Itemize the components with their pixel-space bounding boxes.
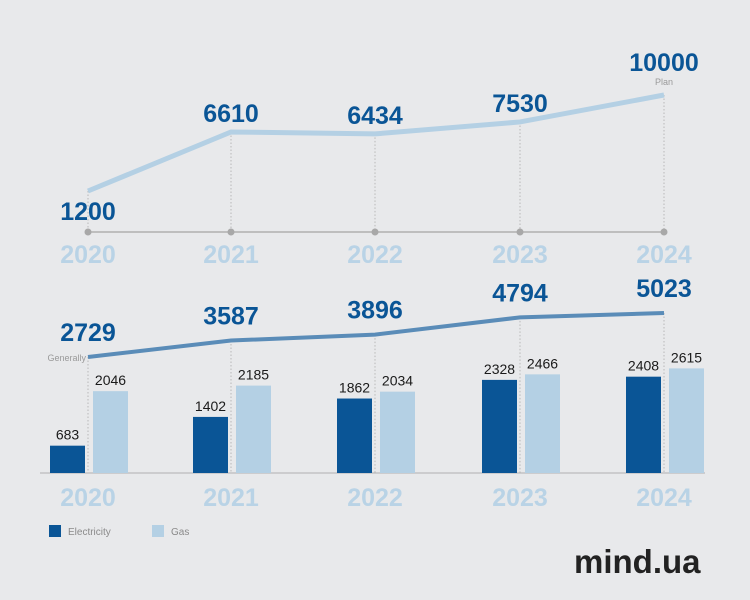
data-label: 7530 [492,90,548,118]
bar-gas [669,368,704,473]
total-label: 2729 [60,319,116,347]
bar-electricity [193,416,228,473]
bar-value-label: 2034 [382,373,413,389]
total-label: 5023 [636,275,692,303]
bar-gas [525,374,560,473]
data-label: 10000 [629,49,699,77]
bar-electricity [50,445,85,473]
top-line-chart: 2020 1200 2021 6610 2022 6434 2023 7530 2024 1000… [60,49,699,269]
legend-swatch-gas [152,525,164,537]
mind-ua-logo: mind.ua [574,543,701,580]
bar-value-label: 2328 [484,361,515,377]
bar-value-label: 1402 [195,398,226,414]
data-label: 6610 [203,100,259,128]
data-label: 6434 [347,102,403,130]
x-tick-label: 2022 [347,241,403,269]
total-label: 3587 [203,303,259,331]
bar-value-label: 1862 [339,380,370,396]
plan-annotation: Plan [655,77,673,87]
data-label: 1200 [60,198,116,226]
legend-swatch-electricity [49,525,61,537]
bar-gas [236,385,271,473]
axis-dot [371,228,379,236]
x-tick-label: 2021 [203,484,259,512]
bar-value-label: 2615 [671,349,702,365]
bar-value-label: 2185 [238,367,269,383]
axis-dot [516,228,524,236]
x-tick-label: 2023 [492,484,548,512]
bar-gas [93,391,128,473]
legend-label-electricity: Electricity [68,527,111,538]
bar-value-label: 2466 [527,355,558,371]
x-tick-label: 2023 [492,241,548,269]
x-tick-label: 2024 [636,484,692,512]
legend-label-gas: Gas [171,527,189,538]
legend: Electricity Gas [49,525,189,538]
series-line [87,92,665,194]
axis-dot [84,228,92,236]
bar-value-label: 683 [56,427,80,443]
bar-electricity [482,379,517,473]
x-tick-label: 2024 [636,241,692,269]
bar-electricity [337,398,372,473]
x-tick-label: 2020 [60,241,116,269]
axis-dot [227,228,235,236]
bottom-bar-chart: 683 2046 2020 2729 1402 2185 2021 3587 1862 2034 2… [40,275,705,512]
axis-dot [660,228,668,236]
bar-gas [380,391,415,473]
total-label: 3896 [347,297,403,325]
x-tick-label: 2022 [347,484,403,512]
x-tick-label: 2020 [60,484,116,512]
total-line [87,311,665,359]
bar-electricity [626,376,661,473]
total-label: 4794 [492,279,548,307]
bar-value-label: 2046 [95,372,126,388]
bar-value-label: 2408 [628,358,659,374]
x-tick-label: 2021 [203,241,259,269]
total-line-label: Generally [47,353,86,363]
